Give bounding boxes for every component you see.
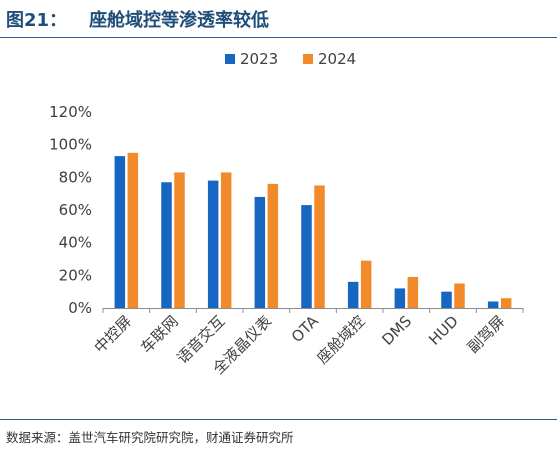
bar-2024 bbox=[360, 260, 372, 308]
y-tick-label: 100% bbox=[49, 136, 92, 154]
bar-2023 bbox=[394, 288, 406, 308]
y-tick-label: 40% bbox=[59, 234, 92, 252]
x-tick-label: OTA bbox=[288, 312, 323, 347]
bar-2023 bbox=[347, 281, 359, 308]
y-axis: 0% 20% 40% 60% 80% 100% 120% bbox=[49, 103, 92, 317]
bar-2023 bbox=[207, 180, 219, 308]
chart-legend: 2023 2024 bbox=[225, 50, 356, 68]
x-tick-label: 副驾屏 bbox=[464, 312, 509, 357]
bar-2024 bbox=[407, 276, 419, 308]
bar-2023 bbox=[254, 196, 266, 308]
x-tick-label: 座舱域控 bbox=[313, 312, 368, 367]
figure-title: 图21： 座舱域控等渗透率较低 bbox=[6, 6, 269, 32]
bar-2023 bbox=[301, 205, 312, 308]
x-tick-label: DMS bbox=[378, 312, 415, 349]
legend-swatch bbox=[225, 54, 235, 64]
bar-2024 bbox=[267, 183, 279, 308]
bar-2024 bbox=[127, 152, 139, 308]
bar-2024 bbox=[174, 172, 185, 308]
x-tick-label: 中控屏 bbox=[91, 312, 136, 357]
figure-title-text: 座舱域控等渗透率较低 bbox=[89, 10, 270, 31]
chart-bars bbox=[114, 152, 512, 308]
x-tick-label: HUD bbox=[425, 312, 462, 349]
title-divider bbox=[0, 37, 557, 38]
bar-2024 bbox=[500, 298, 512, 308]
y-tick-label: 80% bbox=[59, 168, 92, 186]
y-tick-label: 60% bbox=[59, 201, 92, 219]
legend-label: 2024 bbox=[318, 50, 356, 68]
bar-chart: 2023 2024 0%20%40%60%80%100%120% 中控屏 车联网语音… bbox=[49, 50, 524, 378]
footer-divider bbox=[0, 419, 557, 420]
legend-label: 2023 bbox=[240, 50, 278, 68]
y-tick-label: 20% bbox=[59, 266, 92, 284]
bar-2023 bbox=[161, 182, 172, 308]
source-note: 数据来源：盖世汽车研究院研究院，财通证券研究所 bbox=[6, 430, 294, 445]
bar-2023 bbox=[487, 301, 499, 308]
bar-2024 bbox=[454, 283, 465, 308]
x-tick-label: 车联网 bbox=[137, 312, 182, 357]
y-tick-label: 120% bbox=[49, 103, 92, 121]
legend-swatch bbox=[303, 54, 313, 64]
bar-2023 bbox=[441, 291, 452, 308]
bar-2023 bbox=[114, 156, 126, 308]
bar-2024 bbox=[314, 185, 325, 308]
y-tick-label: 0% bbox=[68, 299, 92, 317]
figure-number: 图21： bbox=[6, 10, 68, 31]
bar-2024 bbox=[220, 172, 232, 308]
